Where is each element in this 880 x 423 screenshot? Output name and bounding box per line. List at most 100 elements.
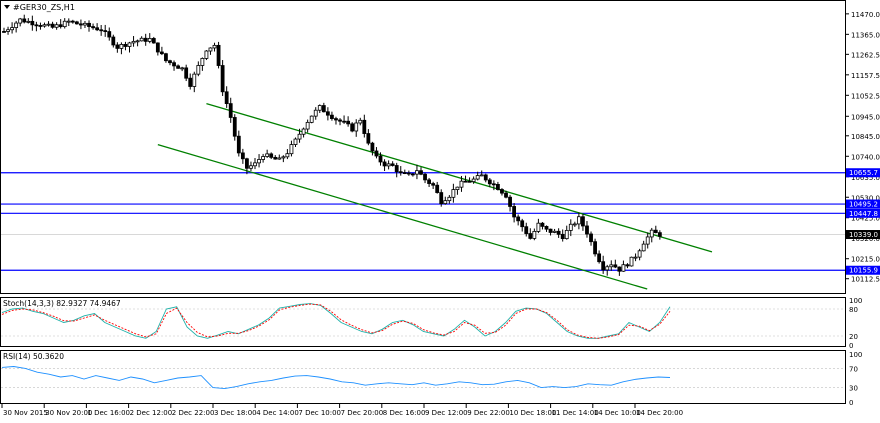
price-level-label: 10495.2 <box>849 201 878 209</box>
candle <box>236 130 241 157</box>
candle-body <box>649 229 654 238</box>
candle <box>544 225 549 232</box>
candle <box>536 218 541 234</box>
candle-body <box>115 44 120 49</box>
candle <box>402 169 407 175</box>
candle-body <box>394 165 399 173</box>
candle <box>208 47 213 55</box>
candle-body <box>18 18 23 24</box>
candle-body <box>617 266 622 272</box>
candle-body <box>536 222 541 232</box>
candle <box>496 181 500 191</box>
candle <box>528 228 533 240</box>
candle-body <box>342 120 346 123</box>
candle-body <box>362 119 367 134</box>
candle-body <box>451 189 456 198</box>
price-tick-label: 10635.0 <box>851 174 880 182</box>
candle-body <box>10 27 14 31</box>
candle <box>38 22 43 30</box>
rsi-panel[interactable] <box>0 350 846 404</box>
time-tick-label: 2 Dec 12:00 <box>130 409 173 417</box>
candle-body <box>95 27 100 31</box>
candle-body <box>593 241 597 255</box>
candle-body <box>192 73 197 87</box>
candle-body <box>487 179 492 185</box>
price-level-box <box>846 265 880 275</box>
candle-body <box>330 114 334 119</box>
price-tick-label: 10112.5 <box>851 276 880 284</box>
candle-body <box>228 103 233 118</box>
candle <box>107 27 112 41</box>
stoch-panel[interactable] <box>0 297 846 347</box>
candle <box>334 116 338 125</box>
candle-body <box>629 256 634 267</box>
price-panel[interactable] <box>0 0 846 294</box>
rsi-tick-label: 100 <box>849 351 862 359</box>
channel-upper-line[interactable] <box>206 102 713 253</box>
candle <box>548 228 553 236</box>
candle <box>127 41 132 53</box>
candle-body <box>249 165 253 169</box>
price-tick-label: 11262.5 <box>851 51 880 59</box>
candle <box>653 225 658 234</box>
candle-body <box>159 51 164 55</box>
candle-body <box>427 179 431 184</box>
candle <box>6 26 10 35</box>
candle-body <box>581 216 585 227</box>
candle <box>58 19 63 29</box>
time-tick-label: 7 Dec 20:00 <box>341 409 384 417</box>
candle <box>103 24 108 37</box>
candle <box>70 19 75 24</box>
candle-body <box>107 31 112 38</box>
symbol-dropdown-icon[interactable] <box>4 5 10 9</box>
candle <box>459 175 464 192</box>
candle-body <box>556 230 561 235</box>
candle <box>629 256 634 267</box>
candle <box>192 71 197 93</box>
candle <box>50 21 55 29</box>
time-tick-label: 8 Dec 16:00 <box>383 409 426 417</box>
candle <box>504 190 508 199</box>
channel-lower-line[interactable] <box>157 143 648 290</box>
candle <box>378 152 383 166</box>
candle-body <box>374 150 379 157</box>
candle <box>204 50 209 61</box>
candle-body <box>475 175 480 180</box>
candle <box>317 104 322 114</box>
candle-body <box>269 153 274 158</box>
candle-body <box>354 122 359 132</box>
candle-body <box>520 220 525 228</box>
candle-body <box>123 44 128 47</box>
candle-body <box>585 225 589 235</box>
rsi-grid: 100 70 30 0 <box>1 351 862 407</box>
price-tick-label: 10320.0 <box>851 235 880 243</box>
candle-body <box>14 22 19 29</box>
time-tick-label: 30 Nov 2015 <box>3 409 48 417</box>
candle-body <box>212 44 217 49</box>
time-tick-label: 9 Dec 22:00 <box>467 409 510 417</box>
candle <box>99 24 104 36</box>
candle-body <box>38 25 43 27</box>
candle-body <box>245 158 249 169</box>
candle <box>657 230 662 240</box>
candle-body <box>382 161 387 167</box>
candle-body <box>54 24 59 28</box>
candle-body <box>568 223 573 231</box>
candle <box>2 27 6 33</box>
candle <box>342 115 346 124</box>
candle <box>14 20 19 33</box>
candle-body <box>261 156 266 160</box>
candle <box>155 42 160 56</box>
candle <box>593 238 597 257</box>
candle <box>491 180 496 191</box>
candle <box>184 64 189 82</box>
candle-body <box>220 65 225 93</box>
candle-body <box>447 196 452 202</box>
candle <box>455 186 460 195</box>
candle-body <box>6 29 10 32</box>
candle <box>281 155 286 163</box>
candle <box>479 170 484 177</box>
chart-title-group: #GER30_ZS,H1 <box>4 3 75 12</box>
